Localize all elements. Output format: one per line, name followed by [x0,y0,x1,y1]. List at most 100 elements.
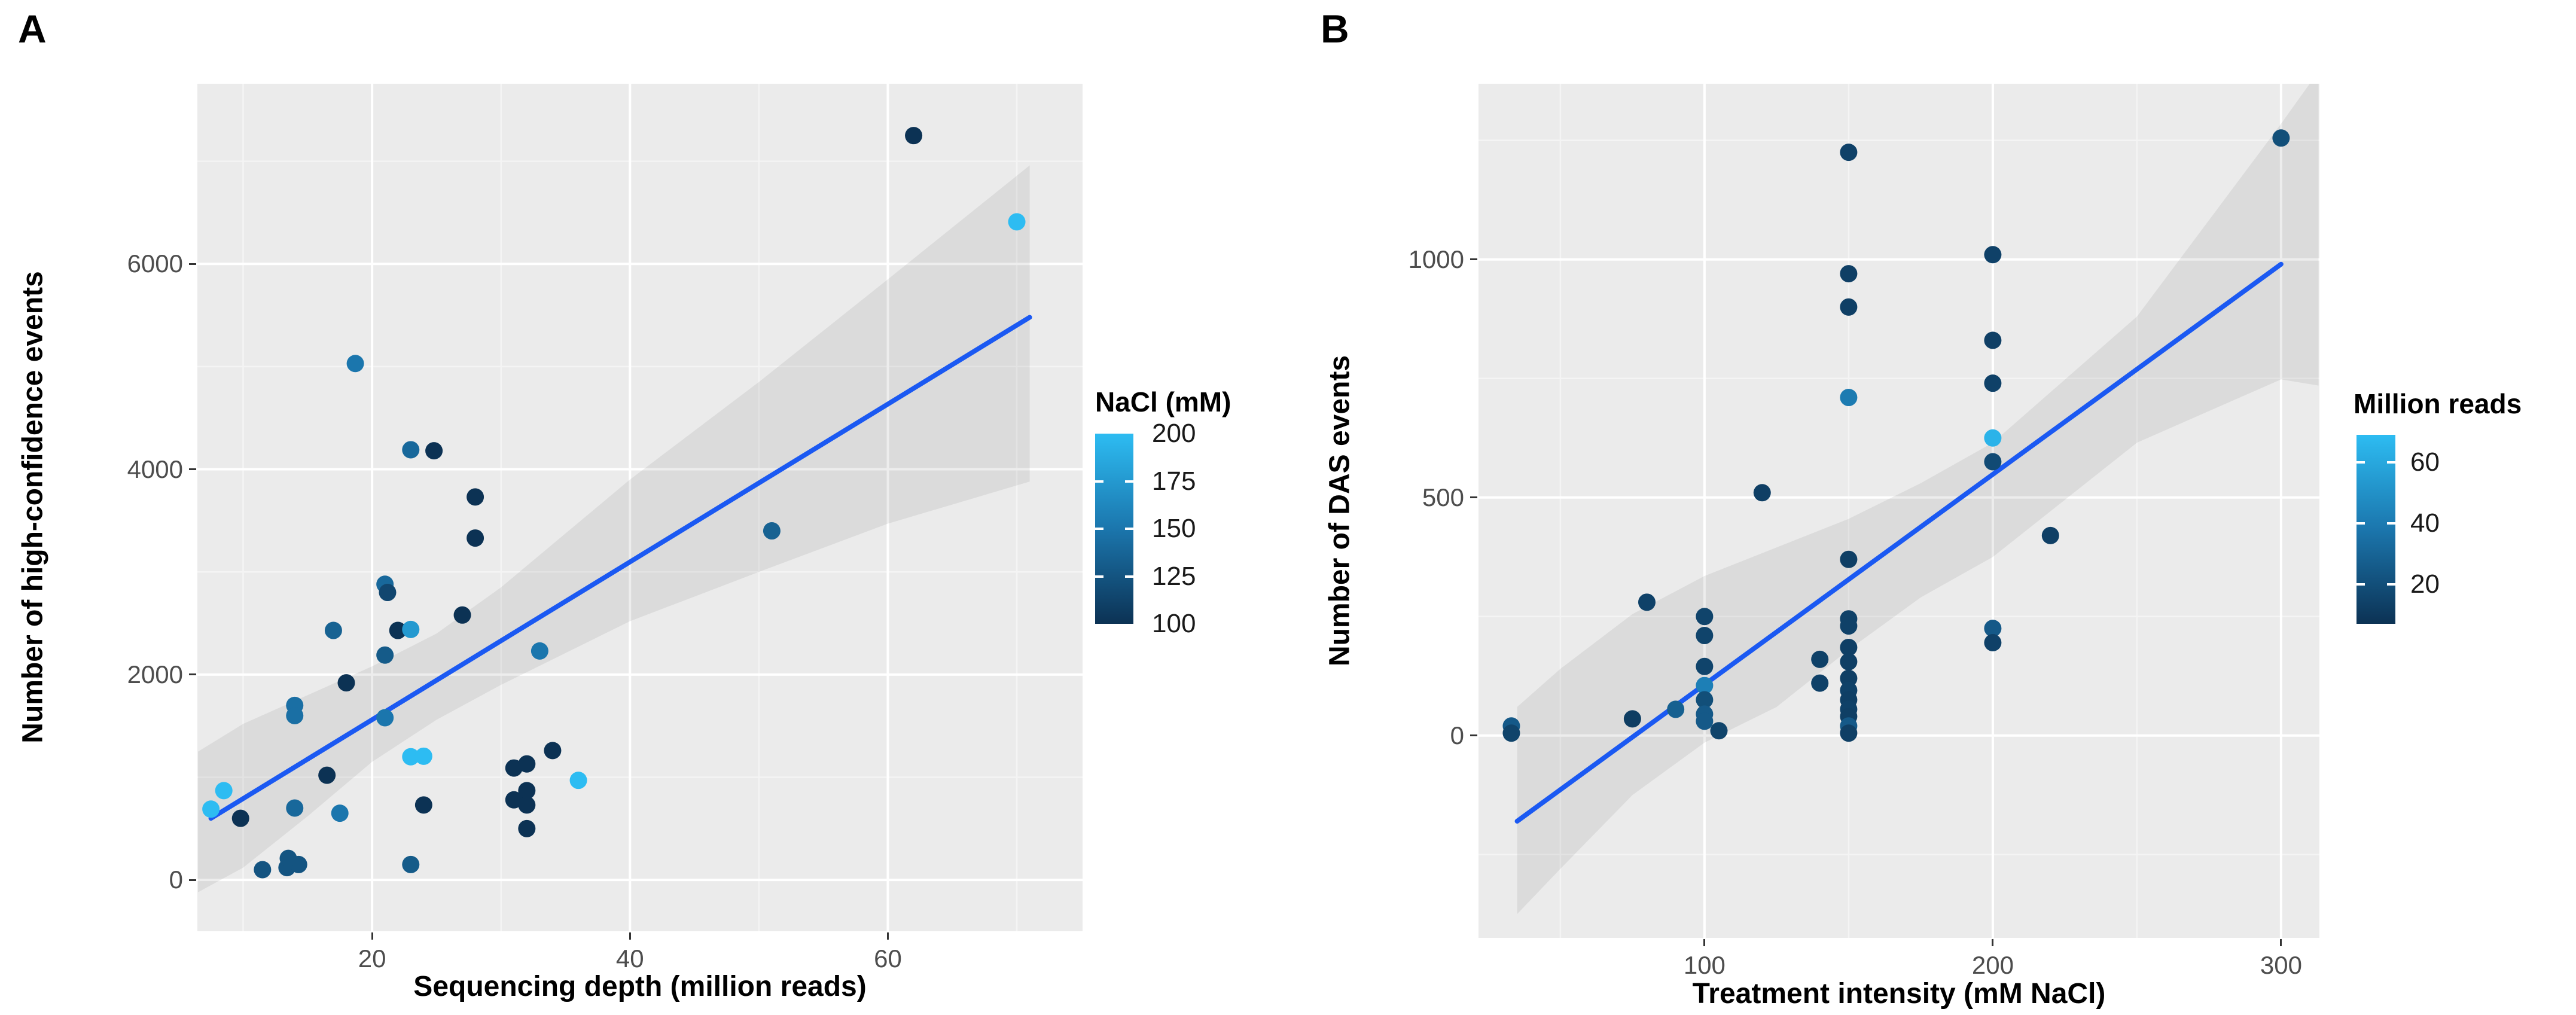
data-point [1638,593,1656,611]
panel-a-plot-area [197,84,1083,931]
legend-bar-tick [1095,528,1104,530]
data-point [376,646,394,664]
regression-line [1514,261,2284,824]
x-axis-tick-mark [1992,939,1994,946]
x-axis-tick-mark [371,932,373,940]
data-point [1840,389,1858,407]
y-axis-tick-label: 2000 [127,660,183,688]
data-point [1840,298,1858,316]
y-axis-tick-mark [1470,496,1477,499]
data-point [1984,633,2002,651]
panel-b-chart-svg [1478,84,2319,938]
data-point [467,488,484,506]
legend-bar-tick [1124,528,1133,530]
panel-a-legend-title: NaCl (mM) [1095,386,1231,417]
data-point [1696,676,1714,694]
legend-tick-label: 100 [1152,609,1196,638]
data-point [402,748,420,766]
x-axis-tick-label: 200 [1971,951,2014,979]
panel-b-y-axis-title: Number of DAS events [1324,355,1356,667]
data-point [1667,700,1685,718]
data-point [453,606,471,624]
panel-a-y-axis-title: Number of high-confidence events [17,271,49,743]
data-point [318,766,336,784]
data-point [215,782,233,800]
x-axis-tick-label: 40 [615,944,644,973]
x-axis-tick-mark [2280,939,2282,946]
data-point [1696,691,1714,709]
data-point [1984,620,2002,638]
data-point [544,742,562,760]
data-point [1984,246,2002,264]
panel-b-x-axis-title: Treatment intensity (mM NaCl) [1692,978,2106,1010]
data-point [1696,627,1714,645]
panel-a-x-axis-title: Sequencing depth (million reads) [413,971,867,1002]
panel-a-label: A [18,7,47,51]
data-point [569,772,587,790]
data-point [402,620,420,638]
data-point [1984,453,2002,471]
data-point [337,674,355,692]
legend-tick-label: 20 [2410,569,2440,599]
legend-tick-label: 60 [2410,447,2440,477]
x-axis-tick-mark [886,932,889,940]
y-axis-tick-label: 500 [1422,483,1464,511]
data-point [763,522,781,540]
y-axis-tick-label: 0 [169,865,183,894]
confidence-band [1517,84,2319,915]
y-axis-tick-label: 0 [1450,721,1464,749]
data-point [1840,724,1858,742]
panel-b-label: B [1321,7,1349,51]
data-point [402,855,420,873]
data-point [279,849,297,867]
y-axis-tick-mark [1470,258,1477,261]
panel-a-chart-svg [197,84,1083,931]
legend-bar-tick [1124,480,1133,483]
data-point [346,355,364,373]
data-point [402,441,420,459]
legend-bar-tick [2356,583,2365,586]
legend-bar-tick [2356,522,2365,525]
legend-bar-tick [1124,575,1133,578]
y-axis-tick-label: 1000 [1408,245,1464,273]
x-axis-tick-label: 60 [874,944,902,973]
data-point [1696,712,1714,730]
legend-tick-label: 175 [1152,466,1196,496]
data-point [286,799,304,817]
data-point [1008,213,1026,231]
data-point [467,529,484,547]
data-point [324,621,342,639]
data-point [202,800,220,818]
data-point [1984,374,2002,392]
data-point [1984,331,2002,349]
data-point [1984,429,2002,447]
x-axis-tick-label: 100 [1683,951,1726,979]
legend-bar-tick [1095,575,1104,578]
legend-gradient-bar [2356,435,2395,624]
data-point [389,621,407,639]
data-point [2272,129,2290,147]
y-axis-tick-mark [189,879,196,881]
data-point [1811,650,1829,668]
data-point [1840,550,1858,568]
data-point [379,584,397,602]
data-point [531,642,548,660]
data-point [425,442,443,460]
legend-bar-tick [2356,461,2365,464]
x-axis-tick-label: 20 [358,944,386,973]
legend-bar-tick [2386,461,2395,464]
data-point [254,861,272,879]
data-point [331,804,349,822]
legend-tick-label: 40 [2410,508,2440,538]
data-point [1840,265,1858,283]
data-point [376,709,394,727]
data-point [518,755,536,773]
data-point [1502,724,1520,742]
data-point [518,819,536,837]
data-point [1811,674,1829,692]
data-point [286,707,304,725]
data-point [414,796,432,814]
legend-bar-tick [2386,522,2395,525]
data-point [518,782,536,800]
data-point [1840,617,1858,635]
